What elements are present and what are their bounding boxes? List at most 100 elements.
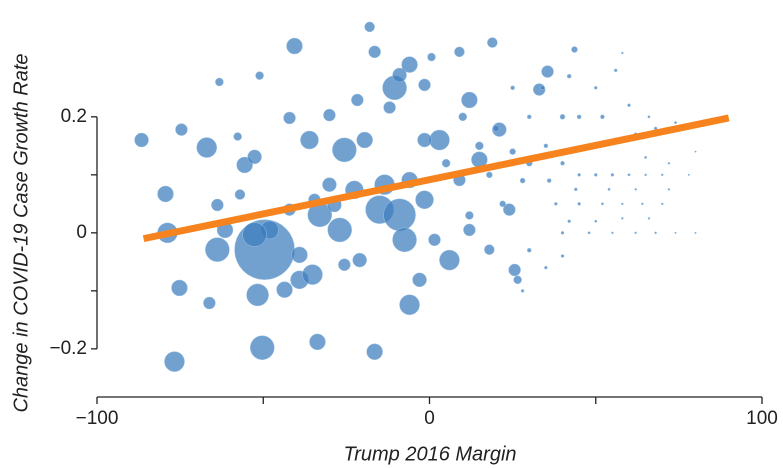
point xyxy=(366,343,383,361)
point xyxy=(634,188,637,191)
point xyxy=(540,85,545,91)
point xyxy=(560,254,565,258)
point xyxy=(577,202,581,206)
point xyxy=(508,263,521,277)
point xyxy=(401,56,418,73)
point xyxy=(566,73,572,79)
point xyxy=(322,177,337,192)
point xyxy=(574,187,578,192)
point xyxy=(594,219,598,223)
point xyxy=(510,85,515,91)
point xyxy=(577,173,581,177)
point xyxy=(492,125,500,132)
point xyxy=(475,141,484,151)
point xyxy=(613,68,618,73)
point xyxy=(627,103,631,107)
point xyxy=(364,21,375,33)
y-tick-label: 0.2 xyxy=(61,106,87,127)
point xyxy=(291,246,308,264)
point xyxy=(667,161,671,165)
point xyxy=(674,121,677,125)
point xyxy=(255,71,264,80)
point xyxy=(215,77,224,87)
point xyxy=(429,129,450,151)
point xyxy=(621,51,624,55)
point xyxy=(242,222,267,247)
point xyxy=(368,45,381,59)
point xyxy=(399,294,420,316)
x-tick-label: 0 xyxy=(424,408,435,429)
point xyxy=(567,219,571,223)
point xyxy=(356,131,373,149)
point xyxy=(236,156,253,174)
point xyxy=(621,202,624,206)
point xyxy=(571,46,578,53)
point xyxy=(559,114,566,120)
point xyxy=(519,177,526,184)
point xyxy=(576,114,582,120)
point xyxy=(250,335,275,360)
point xyxy=(309,333,326,351)
point xyxy=(644,173,647,177)
x-tick-label: 100 xyxy=(746,408,778,429)
point xyxy=(694,231,697,234)
point xyxy=(327,217,352,243)
point xyxy=(323,108,336,122)
point xyxy=(627,173,631,177)
point xyxy=(211,198,224,212)
point xyxy=(276,281,293,298)
point xyxy=(546,178,552,183)
point xyxy=(607,187,611,191)
point xyxy=(196,137,217,158)
point xyxy=(383,101,396,114)
point xyxy=(392,227,417,253)
point xyxy=(647,217,651,220)
point xyxy=(415,190,434,210)
point xyxy=(634,231,637,235)
point xyxy=(164,351,185,372)
point xyxy=(418,78,431,92)
point xyxy=(300,130,319,150)
point xyxy=(302,264,323,285)
point xyxy=(594,173,598,177)
point xyxy=(621,217,624,220)
point xyxy=(439,249,460,271)
point xyxy=(527,114,532,120)
point xyxy=(338,258,351,271)
point xyxy=(487,37,498,48)
point xyxy=(520,289,525,293)
y-axis-title: Change in COVID-19 Case Growth Rate xyxy=(10,53,32,412)
point xyxy=(286,37,303,55)
point xyxy=(554,202,558,206)
point xyxy=(351,93,364,107)
point xyxy=(594,86,598,90)
point xyxy=(412,272,427,288)
point xyxy=(541,65,554,78)
point xyxy=(441,158,451,168)
point xyxy=(544,265,548,270)
point xyxy=(587,231,591,235)
point xyxy=(674,231,677,234)
y-tick-label: −0.2 xyxy=(49,338,87,359)
point xyxy=(687,173,690,176)
point xyxy=(458,112,467,122)
point xyxy=(171,279,188,297)
point xyxy=(600,202,604,206)
point xyxy=(463,223,476,237)
point xyxy=(641,202,644,206)
point xyxy=(392,67,407,83)
point xyxy=(417,132,432,148)
point xyxy=(246,283,269,307)
point xyxy=(499,200,506,208)
point xyxy=(560,160,565,166)
point xyxy=(233,132,242,141)
point xyxy=(610,173,615,177)
point xyxy=(503,203,516,216)
point xyxy=(694,150,697,153)
point xyxy=(383,198,416,232)
point xyxy=(543,143,549,149)
point xyxy=(205,237,230,262)
point xyxy=(560,231,565,235)
point xyxy=(667,188,671,191)
